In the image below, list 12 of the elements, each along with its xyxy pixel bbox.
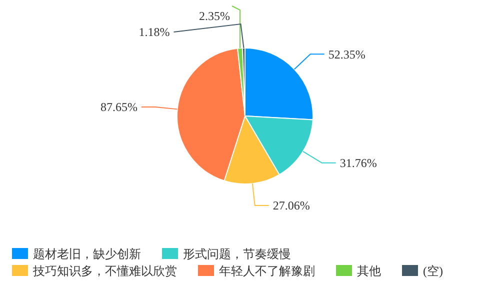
legend-label: 技巧知识多，不懂难以欣赏 [32, 264, 177, 278]
data-label: 52.35% [328, 47, 366, 62]
legend-label: 其他 [357, 264, 381, 278]
legend-label: 形式问题，节奏缓慢 [183, 247, 291, 262]
data-label: 31.76% [340, 156, 377, 170]
legend-label: 年轻人不了解豫剧 [219, 264, 315, 278]
data-label: 87.65% [100, 100, 138, 114]
legend-label: 题材老旧，缺少创新 [33, 247, 141, 262]
data-label: 1.18% [138, 25, 170, 40]
data-label: 27.06% [272, 198, 310, 213]
data-label: 2.35% [199, 9, 230, 24]
legend-label: (空) [423, 264, 443, 278]
